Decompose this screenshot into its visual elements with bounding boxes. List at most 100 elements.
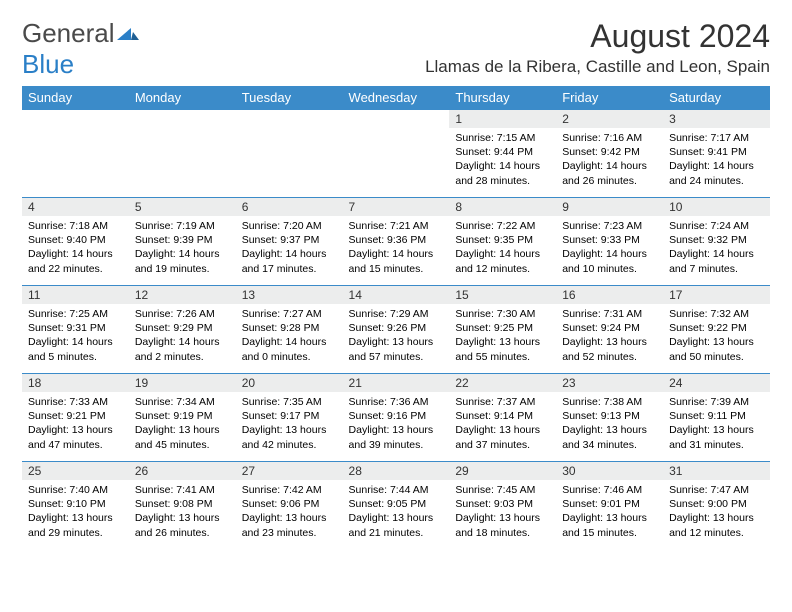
calendar-day-cell: 10Sunrise: 7:24 AMSunset: 9:32 PMDayligh… bbox=[663, 198, 770, 286]
weekday-header: Sunday bbox=[22, 86, 129, 110]
calendar-day-cell: 26Sunrise: 7:41 AMSunset: 9:08 PMDayligh… bbox=[129, 462, 236, 550]
calendar-day-cell bbox=[236, 110, 343, 198]
weekday-header: Tuesday bbox=[236, 86, 343, 110]
day-details: Sunrise: 7:19 AMSunset: 9:39 PMDaylight:… bbox=[129, 216, 236, 280]
calendar-day-cell: 12Sunrise: 7:26 AMSunset: 9:29 PMDayligh… bbox=[129, 286, 236, 374]
day-details: Sunrise: 7:46 AMSunset: 9:01 PMDaylight:… bbox=[556, 480, 663, 544]
day-details: Sunrise: 7:42 AMSunset: 9:06 PMDaylight:… bbox=[236, 480, 343, 544]
day-details: Sunrise: 7:30 AMSunset: 9:25 PMDaylight:… bbox=[449, 304, 556, 368]
day-details: Sunrise: 7:18 AMSunset: 9:40 PMDaylight:… bbox=[22, 216, 129, 280]
day-number: 2 bbox=[556, 110, 663, 128]
day-number: 22 bbox=[449, 374, 556, 392]
day-details: Sunrise: 7:38 AMSunset: 9:13 PMDaylight:… bbox=[556, 392, 663, 456]
day-number: 27 bbox=[236, 462, 343, 480]
calendar-day-cell: 25Sunrise: 7:40 AMSunset: 9:10 PMDayligh… bbox=[22, 462, 129, 550]
calendar-day-cell bbox=[343, 110, 450, 198]
day-number: 13 bbox=[236, 286, 343, 304]
calendar-day-cell: 7Sunrise: 7:21 AMSunset: 9:36 PMDaylight… bbox=[343, 198, 450, 286]
calendar-day-cell: 14Sunrise: 7:29 AMSunset: 9:26 PMDayligh… bbox=[343, 286, 450, 374]
title-block: August 2024 Llamas de la Ribera, Castill… bbox=[425, 18, 770, 77]
day-details: Sunrise: 7:22 AMSunset: 9:35 PMDaylight:… bbox=[449, 216, 556, 280]
calendar-day-cell: 8Sunrise: 7:22 AMSunset: 9:35 PMDaylight… bbox=[449, 198, 556, 286]
day-details: Sunrise: 7:20 AMSunset: 9:37 PMDaylight:… bbox=[236, 216, 343, 280]
calendar-day-cell: 22Sunrise: 7:37 AMSunset: 9:14 PMDayligh… bbox=[449, 374, 556, 462]
day-number: 11 bbox=[22, 286, 129, 304]
calendar-day-cell: 5Sunrise: 7:19 AMSunset: 9:39 PMDaylight… bbox=[129, 198, 236, 286]
logo-text: GeneralBlue bbox=[22, 18, 139, 80]
day-details: Sunrise: 7:33 AMSunset: 9:21 PMDaylight:… bbox=[22, 392, 129, 456]
calendar-day-cell: 4Sunrise: 7:18 AMSunset: 9:40 PMDaylight… bbox=[22, 198, 129, 286]
day-number: 30 bbox=[556, 462, 663, 480]
day-number: 10 bbox=[663, 198, 770, 216]
calendar-day-cell: 23Sunrise: 7:38 AMSunset: 9:13 PMDayligh… bbox=[556, 374, 663, 462]
day-details: Sunrise: 7:45 AMSunset: 9:03 PMDaylight:… bbox=[449, 480, 556, 544]
day-details: Sunrise: 7:34 AMSunset: 9:19 PMDaylight:… bbox=[129, 392, 236, 456]
day-details: Sunrise: 7:25 AMSunset: 9:31 PMDaylight:… bbox=[22, 304, 129, 368]
day-details: Sunrise: 7:29 AMSunset: 9:26 PMDaylight:… bbox=[343, 304, 450, 368]
day-details: Sunrise: 7:15 AMSunset: 9:44 PMDaylight:… bbox=[449, 128, 556, 192]
day-number: 4 bbox=[22, 198, 129, 216]
day-number: 12 bbox=[129, 286, 236, 304]
calendar-week-row: 25Sunrise: 7:40 AMSunset: 9:10 PMDayligh… bbox=[22, 462, 770, 550]
calendar-day-cell: 2Sunrise: 7:16 AMSunset: 9:42 PMDaylight… bbox=[556, 110, 663, 198]
weekday-header-row: SundayMondayTuesdayWednesdayThursdayFrid… bbox=[22, 86, 770, 110]
day-number: 1 bbox=[449, 110, 556, 128]
day-details: Sunrise: 7:47 AMSunset: 9:00 PMDaylight:… bbox=[663, 480, 770, 544]
logo-mark-icon bbox=[117, 18, 139, 49]
day-number: 17 bbox=[663, 286, 770, 304]
day-number: 23 bbox=[556, 374, 663, 392]
calendar-week-row: 11Sunrise: 7:25 AMSunset: 9:31 PMDayligh… bbox=[22, 286, 770, 374]
day-details: Sunrise: 7:27 AMSunset: 9:28 PMDaylight:… bbox=[236, 304, 343, 368]
location: Llamas de la Ribera, Castille and Leon, … bbox=[425, 57, 770, 77]
calendar-day-cell: 29Sunrise: 7:45 AMSunset: 9:03 PMDayligh… bbox=[449, 462, 556, 550]
day-details: Sunrise: 7:24 AMSunset: 9:32 PMDaylight:… bbox=[663, 216, 770, 280]
weekday-header: Friday bbox=[556, 86, 663, 110]
day-details: Sunrise: 7:44 AMSunset: 9:05 PMDaylight:… bbox=[343, 480, 450, 544]
day-details: Sunrise: 7:23 AMSunset: 9:33 PMDaylight:… bbox=[556, 216, 663, 280]
day-number: 19 bbox=[129, 374, 236, 392]
calendar-day-cell: 30Sunrise: 7:46 AMSunset: 9:01 PMDayligh… bbox=[556, 462, 663, 550]
logo-word1: General bbox=[22, 18, 115, 48]
calendar-day-cell: 9Sunrise: 7:23 AMSunset: 9:33 PMDaylight… bbox=[556, 198, 663, 286]
day-number: 24 bbox=[663, 374, 770, 392]
day-details: Sunrise: 7:41 AMSunset: 9:08 PMDaylight:… bbox=[129, 480, 236, 544]
day-number: 8 bbox=[449, 198, 556, 216]
month-title: August 2024 bbox=[425, 18, 770, 55]
day-details: Sunrise: 7:17 AMSunset: 9:41 PMDaylight:… bbox=[663, 128, 770, 192]
day-number: 14 bbox=[343, 286, 450, 304]
calendar-day-cell: 17Sunrise: 7:32 AMSunset: 9:22 PMDayligh… bbox=[663, 286, 770, 374]
logo: GeneralBlue bbox=[22, 18, 139, 80]
calendar-day-cell: 11Sunrise: 7:25 AMSunset: 9:31 PMDayligh… bbox=[22, 286, 129, 374]
day-details: Sunrise: 7:40 AMSunset: 9:10 PMDaylight:… bbox=[22, 480, 129, 544]
calendar-day-cell: 21Sunrise: 7:36 AMSunset: 9:16 PMDayligh… bbox=[343, 374, 450, 462]
day-number: 21 bbox=[343, 374, 450, 392]
calendar-day-cell: 20Sunrise: 7:35 AMSunset: 9:17 PMDayligh… bbox=[236, 374, 343, 462]
calendar-day-cell: 31Sunrise: 7:47 AMSunset: 9:00 PMDayligh… bbox=[663, 462, 770, 550]
calendar-day-cell: 1Sunrise: 7:15 AMSunset: 9:44 PMDaylight… bbox=[449, 110, 556, 198]
day-details: Sunrise: 7:37 AMSunset: 9:14 PMDaylight:… bbox=[449, 392, 556, 456]
day-number: 9 bbox=[556, 198, 663, 216]
day-details: Sunrise: 7:36 AMSunset: 9:16 PMDaylight:… bbox=[343, 392, 450, 456]
day-details: Sunrise: 7:39 AMSunset: 9:11 PMDaylight:… bbox=[663, 392, 770, 456]
calendar-day-cell: 13Sunrise: 7:27 AMSunset: 9:28 PMDayligh… bbox=[236, 286, 343, 374]
day-number: 29 bbox=[449, 462, 556, 480]
day-details: Sunrise: 7:32 AMSunset: 9:22 PMDaylight:… bbox=[663, 304, 770, 368]
calendar-day-cell: 19Sunrise: 7:34 AMSunset: 9:19 PMDayligh… bbox=[129, 374, 236, 462]
calendar-day-cell bbox=[129, 110, 236, 198]
day-number: 15 bbox=[449, 286, 556, 304]
day-details: Sunrise: 7:21 AMSunset: 9:36 PMDaylight:… bbox=[343, 216, 450, 280]
weekday-header: Monday bbox=[129, 86, 236, 110]
day-number: 25 bbox=[22, 462, 129, 480]
day-number: 26 bbox=[129, 462, 236, 480]
day-number: 20 bbox=[236, 374, 343, 392]
calendar-day-cell: 15Sunrise: 7:30 AMSunset: 9:25 PMDayligh… bbox=[449, 286, 556, 374]
calendar-week-row: 18Sunrise: 7:33 AMSunset: 9:21 PMDayligh… bbox=[22, 374, 770, 462]
day-number: 5 bbox=[129, 198, 236, 216]
calendar-day-cell: 24Sunrise: 7:39 AMSunset: 9:11 PMDayligh… bbox=[663, 374, 770, 462]
weekday-header: Saturday bbox=[663, 86, 770, 110]
calendar-week-row: 4Sunrise: 7:18 AMSunset: 9:40 PMDaylight… bbox=[22, 198, 770, 286]
day-details: Sunrise: 7:26 AMSunset: 9:29 PMDaylight:… bbox=[129, 304, 236, 368]
calendar-day-cell: 6Sunrise: 7:20 AMSunset: 9:37 PMDaylight… bbox=[236, 198, 343, 286]
day-number: 28 bbox=[343, 462, 450, 480]
calendar-day-cell: 16Sunrise: 7:31 AMSunset: 9:24 PMDayligh… bbox=[556, 286, 663, 374]
